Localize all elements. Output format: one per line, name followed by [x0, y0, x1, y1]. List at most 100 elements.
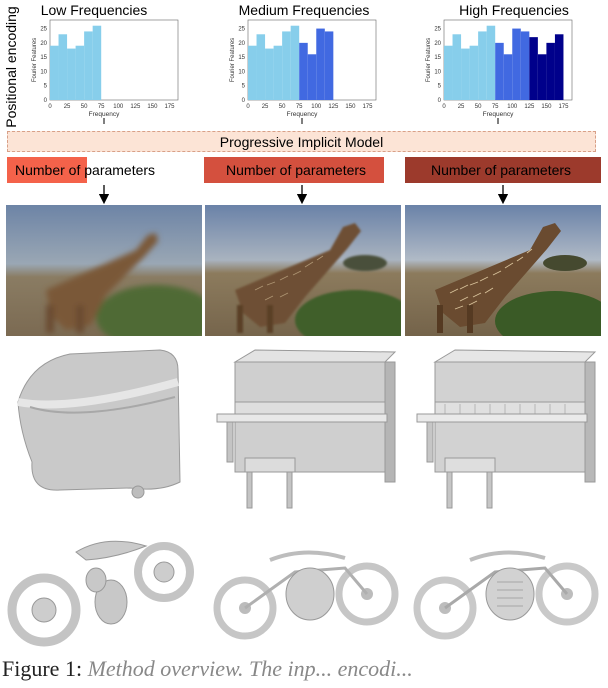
x-tick-label: 175	[362, 104, 373, 110]
motorcycle-render-low	[7, 540, 194, 647]
bar-9	[520, 31, 530, 100]
x-tick-label: 175	[558, 104, 569, 110]
bar-4	[84, 31, 93, 100]
bar-0	[444, 45, 453, 100]
x-axis-label: Frequency	[483, 111, 514, 118]
bar-0	[50, 45, 59, 100]
x-tick-label: 75	[492, 104, 499, 110]
progressive-model-label: Progressive Implicit Model	[219, 134, 384, 150]
y-tick-label: 5	[242, 84, 246, 90]
bar-7	[307, 54, 317, 100]
chart-title-medium: Medium Frequencies	[238, 2, 370, 18]
bar-4	[282, 31, 291, 100]
bar-13	[554, 34, 564, 100]
params-label-low: Number of parameters	[15, 162, 156, 178]
chart-title-low: Low Frequencies	[40, 2, 148, 18]
x-tick-label: 0	[48, 104, 52, 110]
motorcycle-render-high	[413, 550, 599, 640]
piano-render-high	[416, 349, 597, 509]
caption-lead: Figure 1:	[2, 656, 88, 681]
y-tick-label: 0	[438, 98, 442, 104]
bar-8	[512, 28, 521, 101]
y-tick-label: 10	[434, 69, 441, 75]
bar-4	[478, 31, 487, 100]
params-fill-low	[7, 157, 87, 183]
x-axis-label: Frequency	[287, 111, 318, 118]
y-tick-label: 15	[434, 55, 441, 61]
x-tick-label: 25	[262, 104, 269, 110]
chart-title-high: High Frequencies	[459, 2, 569, 18]
bar-0	[248, 45, 257, 100]
bar-1	[256, 34, 266, 100]
y-axis-label: Fourier Features	[426, 38, 432, 82]
bar-1	[58, 34, 68, 100]
y-tick-label: 25	[434, 27, 441, 33]
giraffe-image-low	[6, 205, 202, 336]
bar-1	[452, 34, 462, 100]
y-tick-label: 20	[238, 41, 245, 47]
y-tick-label: 5	[44, 84, 48, 90]
piano-render-medium	[216, 349, 397, 509]
y-axis-label: Fourier Features	[32, 38, 38, 82]
bar-2	[265, 48, 274, 100]
x-tick-label: 75	[98, 104, 105, 110]
y-axis-label: Fourier Features	[230, 38, 236, 82]
params-label-high: Number of parameters	[431, 162, 572, 178]
x-tick-label: 25	[64, 104, 71, 110]
y-tick-label: 15	[238, 55, 245, 61]
positional-encoding-text: Positional encoding	[3, 6, 19, 128]
bar-5	[486, 25, 496, 100]
x-tick-label: 75	[296, 104, 303, 110]
bar-12	[546, 42, 555, 100]
params-bar-low: Number of parameters	[7, 157, 197, 183]
x-tick-label: 150	[541, 104, 552, 110]
x-tick-label: 25	[458, 104, 465, 110]
caption-rest: Method overview. The inp... encodi...	[87, 656, 413, 681]
x-tick-label: 125	[524, 104, 535, 110]
params-fill-medium	[204, 157, 384, 183]
y-tick-label: 25	[238, 27, 245, 33]
bar-2	[67, 48, 76, 100]
bar-3	[273, 45, 283, 100]
y-tick-label: 20	[40, 41, 47, 47]
bar-3	[75, 45, 85, 100]
giraffe-image-medium	[205, 205, 401, 336]
bar-5	[92, 25, 102, 100]
y-tick-label: 20	[434, 41, 441, 47]
y-tick-label: 5	[438, 84, 442, 90]
x-tick-label: 50	[475, 104, 482, 110]
params-bar-high: Number of parameters	[405, 157, 601, 183]
params-bar-medium: Number of parameters	[204, 157, 384, 183]
x-tick-label: 150	[147, 104, 158, 110]
x-tick-label: 125	[328, 104, 339, 110]
x-tick-label: 0	[442, 104, 446, 110]
x-tick-label: 100	[311, 104, 322, 110]
x-tick-label: 0	[246, 104, 250, 110]
params-label-medium: Number of parameters	[226, 162, 367, 178]
bar-6	[299, 42, 308, 100]
piano-render-low	[17, 349, 181, 499]
x-tick-label: 100	[113, 104, 124, 110]
positional-encoding-label: Positional encoding	[0, 2, 22, 132]
x-tick-label: 125	[130, 104, 141, 110]
bar-2	[461, 48, 470, 100]
progressive-model-box: Progressive Implicit Model	[7, 131, 596, 152]
x-tick-label: 50	[81, 104, 88, 110]
y-tick-label: 10	[40, 69, 47, 75]
y-tick-label: 25	[40, 27, 47, 33]
bar-9	[324, 31, 334, 100]
y-tick-label: 0	[44, 98, 48, 104]
bar-7	[503, 54, 513, 100]
arrows	[98, 185, 509, 205]
x-tick-label: 175	[164, 104, 175, 110]
x-tick-label: 100	[507, 104, 518, 110]
giraffe-image-high	[405, 205, 601, 336]
x-tick-label: 150	[345, 104, 356, 110]
x-tick-label: 50	[279, 104, 286, 110]
y-tick-label: 10	[238, 69, 245, 75]
bar-8	[316, 28, 325, 101]
y-tick-label: 0	[242, 98, 246, 104]
bar-5	[290, 25, 300, 100]
